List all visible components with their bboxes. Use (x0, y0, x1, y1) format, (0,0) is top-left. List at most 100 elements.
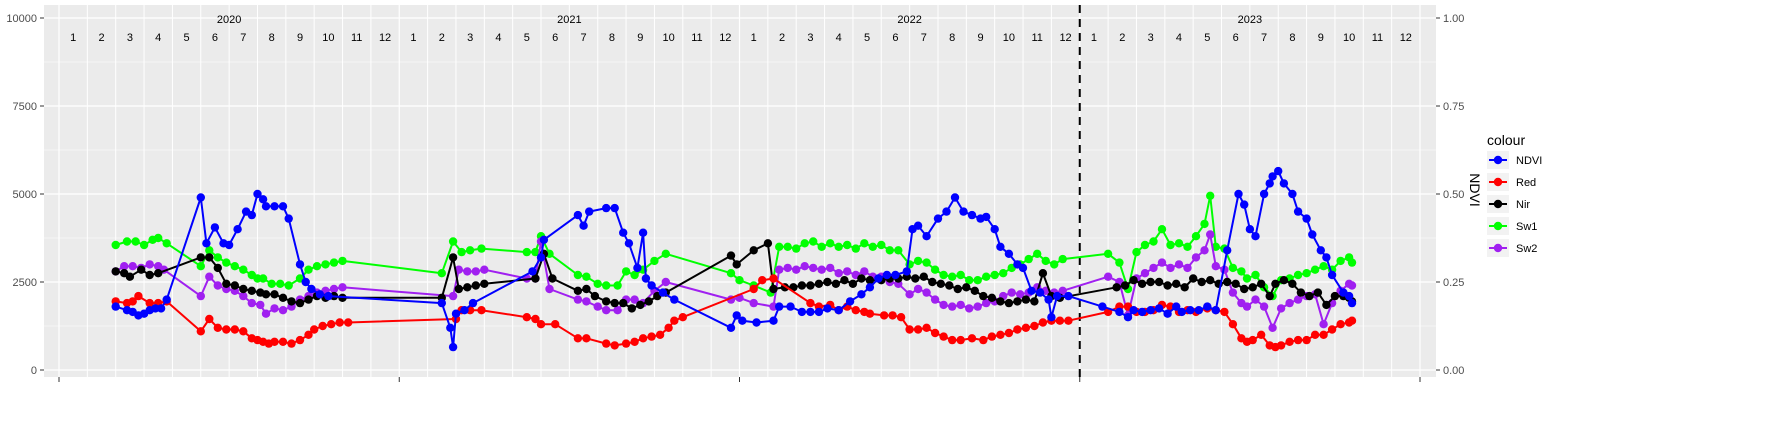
data-point-nir (1172, 279, 1181, 288)
data-point-sw2 (573, 295, 583, 304)
data-point-red (522, 313, 531, 322)
data-point-ndvi (638, 228, 648, 237)
data-point-sw2 (463, 267, 472, 276)
data-point-ndvi (950, 193, 960, 202)
data-point-nir (1163, 281, 1172, 290)
data-point-nir (239, 284, 248, 294)
data-point-nir (111, 267, 120, 276)
month-label: 10 (322, 32, 334, 44)
data-point-ndvi (1194, 306, 1204, 315)
data-point-red (1004, 328, 1014, 338)
data-point-sw1 (230, 262, 239, 271)
data-point-red (758, 276, 767, 285)
data-point-ndvi (1052, 291, 1062, 301)
data-point-sw1 (851, 244, 860, 253)
data-point-sw1 (1033, 249, 1042, 258)
data-point-ndvi (990, 225, 999, 234)
data-point-sw2 (860, 267, 869, 276)
data-point-red (806, 298, 815, 308)
data-point-ndvi (1146, 306, 1155, 315)
data-point-ndvi (448, 342, 458, 352)
data-point-sw2 (1211, 262, 1221, 271)
month-label: 11 (1372, 32, 1383, 44)
month-label: 3 (127, 32, 133, 44)
month-label: 1 (751, 32, 757, 44)
data-point-nir (573, 286, 583, 295)
data-point-sw2 (278, 306, 288, 315)
data-point-sw1 (630, 270, 639, 280)
data-point-sw1 (973, 276, 982, 285)
data-point-nir (1038, 269, 1048, 278)
data-point-sw1 (1041, 256, 1050, 266)
data-point-nir (726, 251, 736, 260)
data-point-nir (1206, 276, 1215, 285)
legend-key-point (1493, 199, 1503, 209)
data-point-sw1 (834, 242, 843, 251)
data-point-nir (865, 276, 875, 285)
month-label: 6 (552, 32, 558, 44)
data-point-nir (1154, 277, 1164, 287)
data-point-ndvi (270, 202, 279, 211)
data-point-sw1 (1149, 237, 1158, 246)
data-point-nir (1265, 291, 1274, 301)
legend-entry-label: NDVI (1516, 155, 1542, 167)
data-point-nir (1305, 291, 1314, 301)
data-point-sw2 (834, 269, 843, 278)
data-point-ndvi (253, 189, 262, 199)
data-point-sw1 (465, 246, 475, 255)
data-point-sw2 (1174, 260, 1184, 269)
data-point-nir (261, 290, 271, 299)
data-point-sw2 (545, 284, 554, 294)
data-point-sw2 (1183, 263, 1192, 273)
data-point-sw1 (131, 237, 140, 246)
right-tick-label: 0.25 (1443, 277, 1464, 289)
data-point-sw2 (1149, 263, 1158, 273)
data-point-nir (911, 274, 920, 283)
data-point-nir (936, 279, 945, 288)
data-point-sw2 (261, 309, 271, 318)
data-point-sw2 (448, 291, 458, 301)
data-point-nir (1197, 277, 1206, 287)
data-point-sw1 (1206, 191, 1215, 200)
month-label: 3 (807, 32, 813, 44)
data-point-sw1 (877, 240, 886, 250)
data-point-sw1 (621, 267, 631, 276)
data-point-sw1 (1024, 254, 1033, 264)
data-point-sw2 (749, 298, 758, 308)
data-point-ndvi (460, 306, 469, 315)
data-point-ndvi (1322, 253, 1331, 262)
legend-entry-label: Nir (1516, 199, 1530, 211)
data-point-red (582, 334, 591, 343)
month-label: 10 (662, 32, 674, 44)
data-point-nir (480, 279, 489, 288)
data-point-nir (1248, 283, 1257, 292)
data-point-sw1 (267, 279, 276, 288)
data-point-ndvi (996, 242, 1005, 251)
data-point-red (1064, 316, 1073, 325)
data-point-ndvi (1223, 246, 1232, 255)
data-point-sw1 (312, 262, 322, 271)
data-point-ndvi (284, 214, 293, 223)
data-point-red (287, 339, 296, 348)
data-point-sw2 (593, 302, 602, 311)
data-point-ndvi (1259, 189, 1269, 199)
month-label: 9 (1318, 32, 1324, 44)
month-label: 7 (580, 32, 586, 44)
data-point-red (278, 337, 288, 346)
data-point-red (769, 274, 778, 283)
data-point-red (1302, 335, 1311, 345)
data-point-ndvi (1018, 263, 1028, 273)
data-point-nir (610, 298, 619, 308)
data-point-sw1 (826, 239, 835, 248)
data-point-ndvi (1044, 295, 1053, 304)
data-point-ndvi (922, 232, 931, 241)
x-axis (58, 377, 1421, 382)
data-point-nir (247, 286, 256, 295)
data-point-sw1 (162, 239, 171, 248)
data-point-ndvi (1123, 313, 1133, 322)
data-point-sw2 (800, 262, 809, 271)
data-point-red (1220, 307, 1229, 317)
data-point-red (1319, 330, 1328, 339)
month-label: 6 (1233, 32, 1239, 44)
data-point-ndvi (210, 223, 220, 232)
